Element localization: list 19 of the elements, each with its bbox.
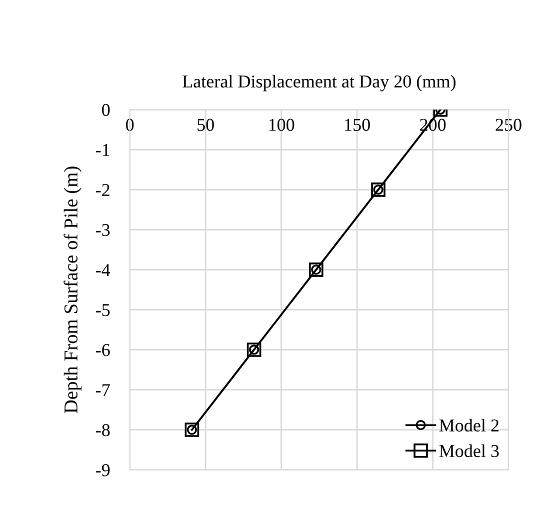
legend-label: Model 2 — [439, 418, 499, 432]
y-tick-label: -1 — [96, 144, 110, 156]
y-tick-label: -5 — [96, 304, 110, 316]
y-tick-label: -6 — [96, 344, 110, 356]
x-tick-label: 50 — [198, 118, 214, 131]
y-tick-label: -9 — [96, 464, 110, 476]
legend-label: Model 3 — [439, 444, 499, 458]
y-tick-label: -4 — [96, 264, 110, 276]
x-axis-title: Lateral Displacement at Day 20 (mm) — [182, 74, 456, 92]
x-tick-label: 150 — [345, 118, 370, 131]
x-tick-label: 250 — [496, 118, 522, 131]
y-axis-title: Depth From Surface of Pile (m) — [64, 166, 82, 414]
x-tick-label: 0 — [126, 118, 134, 131]
y-tick-label: 0 — [102, 104, 110, 116]
y-tick-label: -2 — [96, 184, 110, 196]
x-tick-label: 100 — [269, 118, 294, 131]
y-tick-label: -8 — [96, 424, 110, 436]
y-tick-label: -3 — [96, 224, 110, 236]
y-tick-label: -7 — [96, 384, 110, 396]
